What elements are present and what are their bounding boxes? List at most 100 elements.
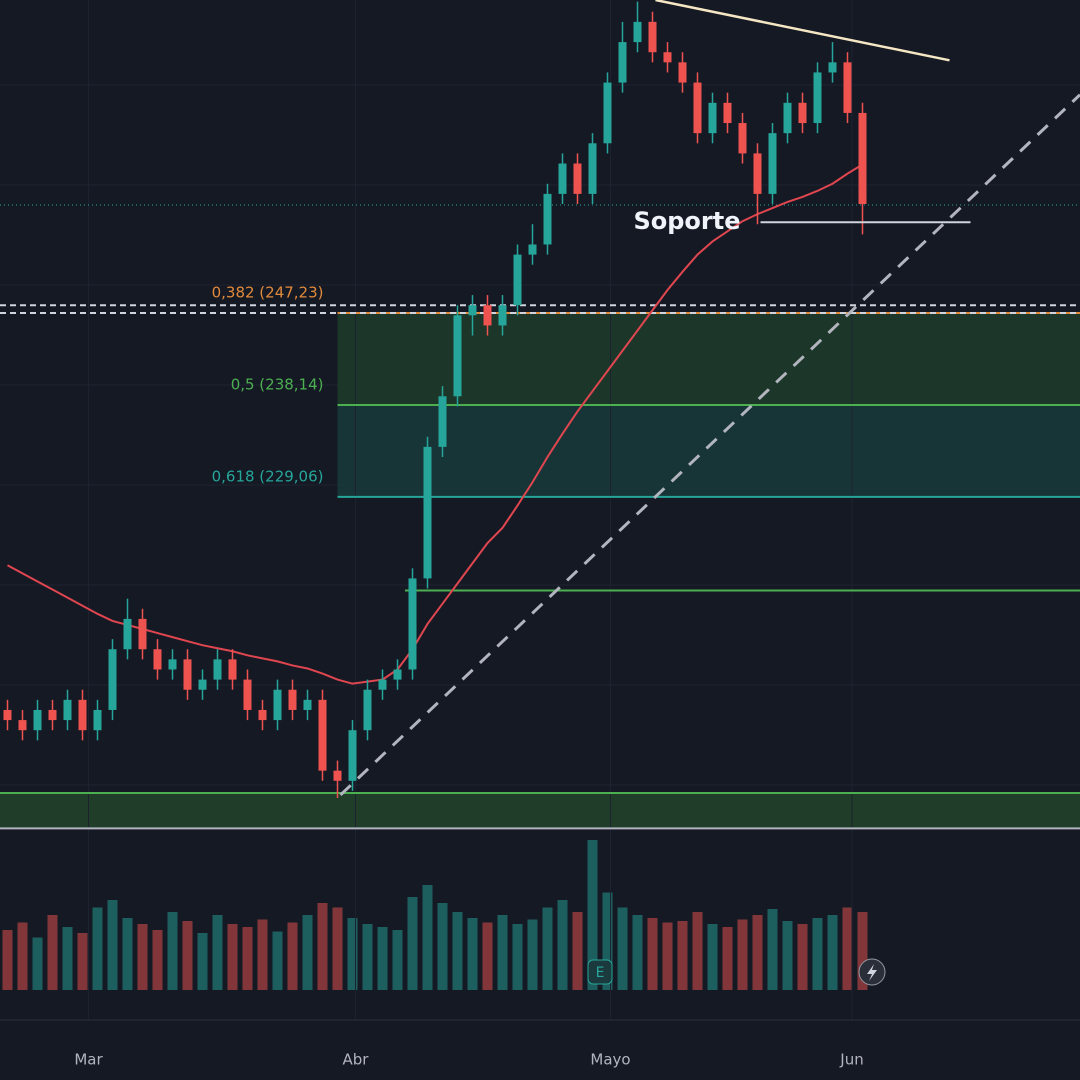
candle-body — [483, 305, 492, 326]
volume-bar — [617, 907, 628, 990]
volume-bar — [812, 918, 823, 990]
candle-body — [423, 446, 432, 579]
candle-body — [828, 62, 837, 73]
volume-bar — [257, 919, 268, 990]
volume-bar — [497, 915, 508, 990]
fib-zone — [337, 312, 1080, 405]
volume-bar — [797, 924, 808, 990]
x-tick-label: Mar — [74, 1051, 103, 1069]
candle-body — [78, 699, 87, 731]
candle-body — [198, 679, 207, 690]
candle-body — [3, 709, 12, 721]
x-tick-label: Abr — [343, 1051, 370, 1069]
candle-body — [513, 254, 522, 306]
candle-body — [138, 618, 147, 650]
candle-body — [183, 659, 192, 690]
candle-body — [783, 102, 792, 134]
candle-body — [768, 133, 777, 194]
volume-bar — [842, 907, 853, 990]
volume-bar — [737, 919, 748, 990]
volume-bar — [767, 909, 778, 990]
support-zone — [0, 792, 1080, 829]
candle-body — [723, 102, 732, 124]
volume-bar — [212, 915, 223, 990]
volume-bar — [77, 933, 88, 990]
candle-body — [408, 578, 417, 670]
candle-body — [813, 72, 822, 124]
volume-bar — [17, 922, 28, 990]
resistance-line — [655, 0, 950, 62]
fib-label: 0,382 (247,23) — [212, 283, 324, 301]
candle-body — [303, 699, 312, 710]
candle-body — [393, 669, 402, 680]
volume-bar — [557, 900, 568, 990]
volume-bar — [572, 912, 583, 990]
volume-bar — [62, 927, 73, 990]
volume-bar — [707, 924, 718, 990]
candle-body — [498, 305, 507, 326]
candle-body — [273, 689, 282, 721]
candle-body — [363, 689, 372, 731]
volume-bar — [662, 922, 673, 990]
candle-body — [558, 163, 567, 194]
candle-body — [228, 659, 237, 680]
volume-bar — [482, 922, 493, 990]
volume-bar — [362, 924, 373, 990]
volume-bar — [422, 885, 433, 990]
volume-bar — [857, 912, 868, 990]
volume-bar — [182, 921, 193, 990]
candle-body — [288, 689, 297, 710]
volume-bar — [467, 918, 478, 990]
lightning-icon — [858, 958, 886, 986]
volume-bar — [287, 922, 298, 990]
volume-bar — [152, 930, 163, 990]
volume-bar — [392, 930, 403, 990]
x-tick-label: Jun — [839, 1051, 863, 1069]
earnings-icon: E — [587, 959, 613, 985]
volume-bar — [512, 924, 523, 990]
volume-bar — [2, 930, 13, 990]
candle-body — [528, 244, 537, 255]
candle-body — [618, 42, 627, 83]
candle-body — [543, 193, 552, 245]
volume-bar — [197, 933, 208, 990]
fib-label: 0,5 (238,14) — [231, 375, 324, 393]
volume-bar — [722, 927, 733, 990]
x-tick-label: Mayo — [590, 1051, 630, 1069]
moving-average — [7, 163, 864, 685]
volume-bar — [677, 921, 688, 990]
volume-bar — [32, 937, 43, 990]
candle-body — [168, 659, 177, 670]
volume-bar — [332, 907, 343, 990]
candle-body — [708, 102, 717, 134]
candle-body — [753, 153, 762, 194]
candle-body — [678, 62, 687, 83]
volume-bar — [527, 919, 538, 990]
volume-bar — [167, 912, 178, 990]
candle-body — [588, 143, 597, 194]
volume-bar — [542, 907, 553, 990]
candle-body — [153, 649, 162, 670]
candle-body — [108, 649, 117, 710]
candle-body — [603, 82, 612, 144]
candle-body — [648, 21, 657, 53]
volume-bar — [317, 903, 328, 990]
candle-body — [573, 163, 582, 194]
volume-bar — [92, 907, 103, 990]
volume-bar — [272, 931, 283, 990]
volume-bar — [752, 915, 763, 990]
volume-bar — [692, 912, 703, 990]
candle-body — [243, 679, 252, 710]
candle-body — [63, 699, 72, 721]
candle-body — [738, 123, 747, 154]
svg-text:E: E — [596, 965, 605, 981]
candle-body — [858, 112, 867, 205]
volume-bar — [122, 918, 133, 990]
candle-body — [453, 315, 462, 397]
volume-bar — [782, 921, 793, 990]
candle-body — [798, 102, 807, 124]
candle-body — [333, 770, 342, 781]
volume-bar — [47, 915, 58, 990]
